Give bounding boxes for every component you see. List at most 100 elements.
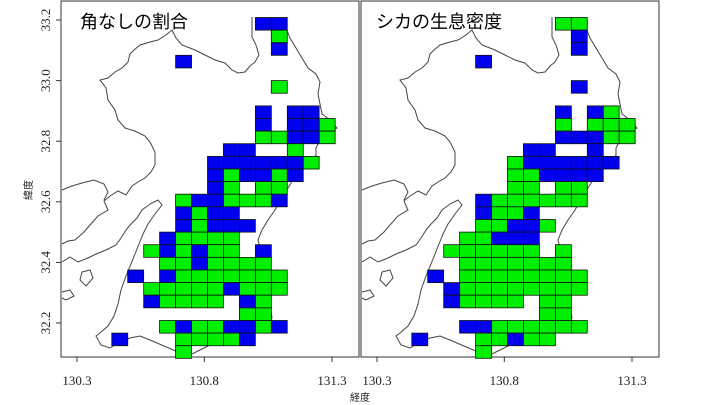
x-tick-label: 131.3 [617,373,646,388]
y-axis: 緯度 32.2 32.4 32.6 32.8 33.0 33.2 [22,9,61,335]
grid-cell-blue [459,320,476,334]
grid-cell-green [507,155,524,170]
grid-cell-green [191,219,208,233]
grid-cell-blue [238,155,256,170]
grid-cell-green [254,294,272,309]
grid-cell-green [191,294,208,309]
grid-cell-green [254,320,272,334]
grid-cell-green [254,193,272,208]
grid-cell-green [459,269,476,284]
y-tick-label: 32.6 [38,190,53,213]
grid-cell-green [270,168,288,183]
grid-cell-blue [222,282,240,296]
grid-cell-green [475,282,492,296]
grid-cell-blue [523,219,540,233]
grid-cell-green [523,193,540,208]
grid-cell-blue [175,219,192,233]
grid-cell-blue [159,269,176,284]
grid-cell-blue [238,168,256,183]
grid-cell-blue [127,269,145,284]
grid-cell-green [254,256,272,271]
grid-cell-blue [175,320,192,334]
grid-cell-green [270,80,288,94]
grid-cell-green [475,345,492,359]
grid-cell-green [523,269,540,284]
grid-cell-blue [443,282,461,296]
grid-cell-blue [254,118,272,132]
grid-cell-green [254,130,272,145]
grid-cell-green [207,294,224,309]
x-tick-label: 130.8 [490,373,519,388]
grid-cell-blue [207,206,224,220]
grid-cell-green [175,345,192,359]
grid-cell-green [238,256,256,271]
grid-cell-green [523,320,540,334]
grid-cell-green [555,244,572,258]
grid-cell-blue [286,118,304,132]
grid-cell-green [570,320,588,334]
grid-cell-green [175,244,192,258]
grid-cell-blue [570,42,588,56]
grid-cell-blue [570,29,588,44]
grid-cell-green [270,181,288,195]
grid-cell-blue [254,244,272,258]
y-tick-label: 33.0 [38,69,53,92]
grid-cell-blue [207,219,224,233]
grid-cell-green [475,294,492,309]
grid-cell-blue [254,105,272,119]
y-tick-label: 33.2 [38,9,53,32]
grid-cell-green [159,320,176,334]
grid-cell-blue [254,168,272,183]
grid-cell-green [618,118,636,132]
grid-cell-green [555,320,572,334]
grid-cell-green [539,219,556,233]
grid-cell-blue [507,332,524,347]
grid-cell-blue [270,320,288,334]
grid-cell-blue [555,130,572,145]
grid-cell-green [175,282,192,296]
grid-cell-blue [222,320,240,334]
grid-cell-blue [222,219,240,233]
grid-cell-green [459,294,476,309]
grid-cell-green [539,256,556,271]
grid-cell-blue [191,193,208,208]
grid-cell-blue [238,332,256,347]
x-tick-label: 130.3 [62,373,91,388]
grid-cell-green [555,307,572,321]
grid-cell-green [491,294,508,309]
grid-cell-blue [539,155,556,170]
grid-cell-blue [586,155,604,170]
panel-hornless-ratio: 角なしの割合 [60,0,360,359]
grid-cell-blue [270,193,288,208]
x-axis-title: 経度 [350,391,370,404]
grid-cell-blue [507,231,524,246]
grid-cell-green [602,130,620,145]
panel-title: シカの生息密度 [376,12,502,33]
grid-cell-green [618,130,636,145]
grid-cell-blue [302,118,320,132]
grid-cell-blue [302,105,320,119]
grid-cell-blue [286,168,304,183]
grid-cell-green [270,269,288,284]
grid-cell-blue [111,332,129,347]
coastline-segment [61,17,260,245]
grid-cell-green [286,143,304,157]
y-tick-label: 32.2 [38,312,53,335]
grid-cell-blue [555,155,572,170]
grid-cell-green [507,256,524,271]
grid-cell-blue [238,143,256,157]
grid-cell-blue [539,143,556,157]
x-tick-label: 130.3 [362,373,391,388]
grid-cell-green [475,332,492,347]
grid-cell-blue [570,130,588,145]
grid-cell-green [523,244,540,258]
grid-cell-green [523,181,540,195]
grid-cell-green [491,193,508,208]
grid-cell-blue [586,143,604,157]
grid-cell-blue [475,193,492,208]
y-tick-label: 32.4 [38,251,53,274]
grid-cell-green [143,244,161,258]
grid-cell-blue [555,168,572,183]
grid-cell-green [191,320,208,334]
